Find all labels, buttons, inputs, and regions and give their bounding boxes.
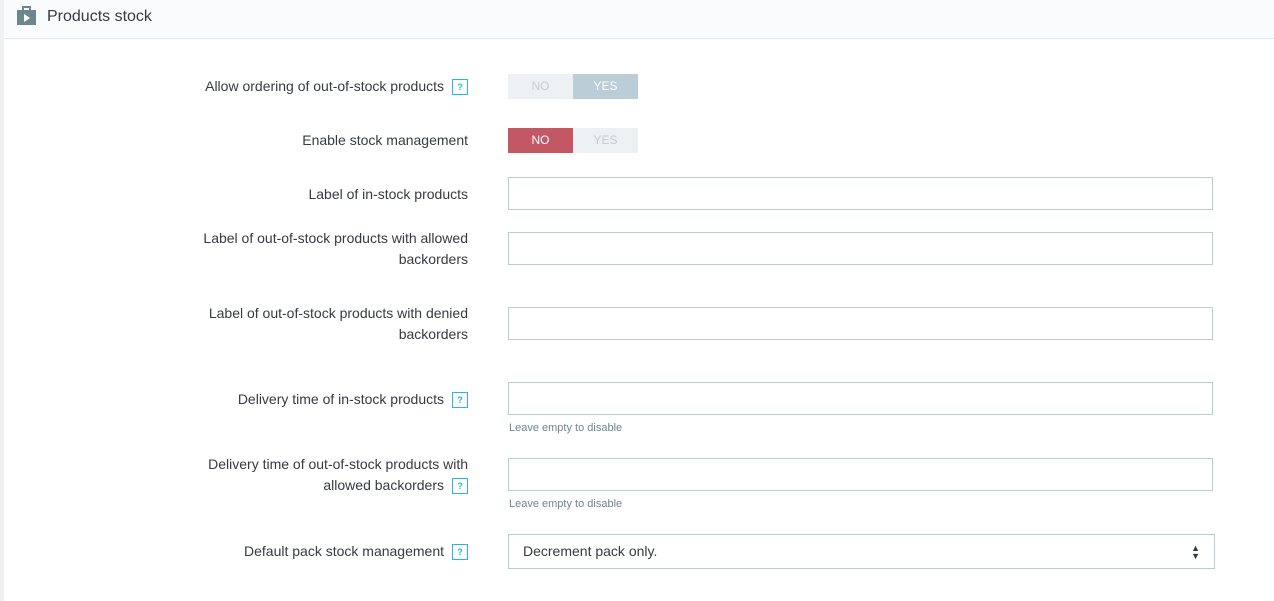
text-input[interactable]: [508, 232, 1213, 265]
panel: Products stock Allow ordering of out-of-…: [4, 0, 1274, 601]
field-label: Label of in-stock products: [178, 184, 468, 205]
label-text: Default pack stock management: [244, 543, 444, 559]
label-text: Enable stock management: [302, 132, 468, 148]
select-arrow: ▲ ▼: [1191, 543, 1200, 561]
select[interactable]: Decrement pack only. ▲ ▼: [508, 534, 1215, 569]
label-text: Allow ordering of out-of-stock products: [205, 78, 444, 94]
label-text: Delivery time of in-stock products: [237, 390, 444, 407]
hint: Leave empty to disable: [509, 422, 623, 434]
control: NO YES: [508, 74, 638, 99]
text-input[interactable]: [508, 382, 1213, 415]
hint: Leave empty to disable: [509, 498, 623, 510]
control: Leave empty to disable: [508, 458, 1213, 510]
select-value: Decrement pack only.: [523, 543, 658, 559]
help-icon[interactable]: ?: [452, 391, 468, 408]
toggle-option[interactable]: NO: [508, 74, 573, 99]
field-label: Delivery time of in-stock products?: [178, 389, 468, 410]
help-icon[interactable]: ?: [452, 478, 468, 495]
text-input[interactable]: [508, 177, 1213, 210]
toggle-option[interactable]: YES: [573, 74, 638, 99]
panel-header: Products stock: [4, 0, 1274, 39]
panel-title: Products stock: [47, 8, 152, 25]
toggle-option[interactable]: YES: [573, 128, 638, 153]
control: [508, 307, 1213, 340]
field-label: Enable stock management: [178, 130, 468, 151]
text-input[interactable]: [508, 307, 1213, 340]
control: Decrement pack only. ▲ ▼: [508, 534, 1215, 569]
label-text: Delivery time of out-of-stock products w…: [208, 456, 468, 493]
label-text: Label of in-stock products: [308, 185, 468, 202]
help-icon[interactable]: ?: [452, 79, 468, 96]
header-icon: [17, 6, 36, 25]
control: [508, 177, 1213, 210]
control: [508, 232, 1213, 265]
label-text: Label of out-of-stock products with allo…: [203, 230, 468, 267]
field-label: Delivery time of out-of-stock products w…: [178, 454, 468, 496]
toggle: NO YES: [508, 128, 638, 153]
label-text: Label of out-of-stock products with deni…: [208, 305, 468, 342]
field-label: Allow ordering of out-of-stock products?: [178, 76, 468, 97]
help-icon[interactable]: ?: [452, 544, 468, 561]
control: NO YES: [508, 128, 638, 153]
control: Leave empty to disable: [508, 382, 1213, 434]
toggle-option[interactable]: NO: [508, 128, 573, 153]
field-label: Default pack stock management?: [178, 541, 468, 562]
field-label: Label of out-of-stock products with allo…: [178, 228, 468, 270]
field-label: Label of out-of-stock products with deni…: [178, 303, 468, 345]
toggle: NO YES: [508, 74, 638, 99]
text-input[interactable]: [508, 458, 1213, 491]
